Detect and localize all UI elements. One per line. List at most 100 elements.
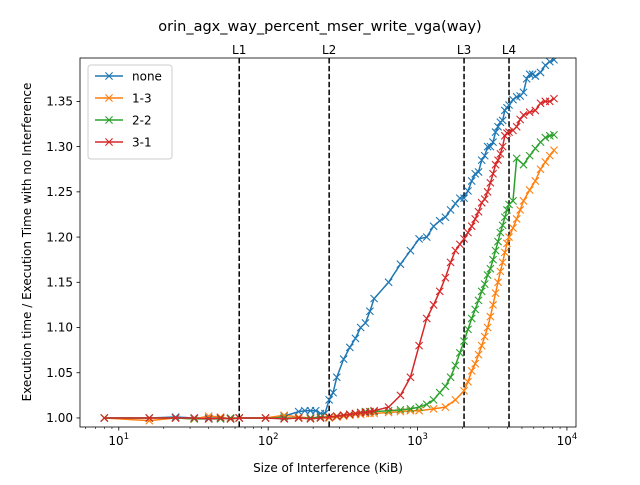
data-point-2-2 (512, 154, 521, 163)
data-point-1-3 (545, 151, 554, 160)
data-point-3-1 (415, 341, 424, 350)
data-point-3-1 (480, 195, 489, 204)
data-point-none (361, 319, 370, 327)
data-point-none (300, 406, 309, 415)
data-point-2-2 (306, 413, 315, 422)
data-point-2-2 (500, 213, 509, 222)
data-point-2-2 (471, 305, 480, 314)
data-point-3-1 (512, 122, 521, 131)
data-point-1-3 (332, 413, 341, 422)
data-point-2-2 (429, 395, 438, 404)
data-point-3-1 (460, 234, 469, 243)
data-point-1-3 (502, 239, 511, 248)
data-point-none (370, 294, 379, 303)
data-point-3-1 (325, 413, 334, 422)
data-point-2-2 (541, 133, 550, 142)
data-point-2-2 (477, 287, 486, 296)
data-point-2-2 (519, 160, 528, 169)
data-point-1-3 (508, 224, 517, 233)
data-point-2-2 (508, 196, 517, 205)
reference-line-label-l3: L3 (457, 43, 471, 57)
x-tick-label-exponent: 1 (124, 432, 129, 442)
x-tick-label: 103 (407, 432, 428, 448)
data-point-3-1 (216, 413, 225, 422)
data-point-none (441, 213, 450, 222)
data-point-1-3 (491, 289, 500, 298)
data-point-none (519, 88, 528, 97)
reference-line-label-l4: L4 (502, 43, 516, 57)
data-point-none (522, 74, 531, 83)
data-point-3-1 (519, 110, 528, 119)
data-point-3-1 (498, 142, 507, 151)
data-point-2-2 (190, 414, 199, 423)
data-point-1-3 (451, 395, 460, 404)
data-point-2-2 (474, 296, 483, 305)
data-point-none (171, 413, 180, 422)
data-point-none (550, 58, 558, 64)
data-point-3-1 (531, 106, 540, 115)
data-point-3-1 (332, 412, 341, 421)
data-point-none (477, 156, 486, 165)
data-point-2-2 (451, 361, 460, 370)
y-tick-label: 1.20 (46, 230, 73, 244)
data-point-2-2 (446, 373, 455, 382)
x-tick-label-exponent: 4 (572, 432, 577, 442)
y-tick-label: 1.15 (46, 275, 73, 289)
data-point-3-1 (483, 187, 492, 196)
data-point-1-3 (429, 404, 438, 413)
data-point-1-3 (325, 413, 334, 422)
x-tick-label: 101 (108, 432, 129, 448)
data-point-none (435, 216, 444, 225)
data-point-3-1 (261, 413, 270, 422)
data-point-1-3 (483, 323, 492, 332)
data-point-1-3 (541, 158, 550, 166)
y-axis-ticks: 1.00 1.05 1.10 1.15 1.20 1.25 1.30 1.35 (46, 95, 80, 425)
legend-entry-2-2: 2-2 (95, 113, 152, 127)
data-point-3-1 (396, 391, 405, 400)
data-point-1-3 (525, 186, 534, 195)
data-point-3-1 (502, 129, 511, 138)
data-point-none (345, 343, 354, 352)
data-point-none (384, 278, 393, 287)
data-point-none (474, 167, 483, 176)
reference-line-label-l2: L2 (322, 43, 336, 57)
chart-title: orin_agx_way_percent_mser_write_vga(way) (158, 19, 481, 35)
y-tick-label: 1.30 (46, 140, 73, 154)
data-point-3-1 (100, 413, 109, 422)
data-point-1-3 (474, 350, 483, 359)
data-point-3-1 (145, 413, 154, 422)
data-point-1-3 (550, 146, 558, 155)
data-point-3-1 (226, 414, 235, 423)
data-point-none (339, 355, 348, 364)
data-point-2-2 (531, 144, 540, 153)
data-point-2-2 (406, 404, 415, 413)
data-point-2-2 (496, 228, 505, 237)
legend-entry-3-1: 3-1 (95, 135, 152, 149)
data-point-3-1 (294, 413, 303, 422)
legend: none 1-3 2-2 3-1 (87, 64, 173, 160)
data-point-3-1 (494, 156, 502, 165)
x-axis-ticks: 101 102 103 104 (108, 427, 577, 448)
data-point-3-1 (441, 273, 450, 282)
x-tick-label: 104 (557, 432, 578, 448)
data-point-1-3 (489, 300, 497, 309)
data-point-2-2 (483, 271, 492, 280)
x-tick-label-base: 10 (407, 434, 422, 448)
data-point-none (311, 406, 320, 415)
data-point-1-3 (500, 248, 509, 257)
data-point-3-1 (474, 207, 483, 216)
data-point-none (536, 68, 545, 77)
data-point-1-3 (486, 312, 495, 321)
data-point-none (498, 116, 507, 125)
x-tick-label-exponent: 3 (422, 432, 427, 442)
data-point-3-1 (316, 413, 325, 422)
data-point-3-1 (489, 169, 497, 178)
reference-line-label-l1: L1 (232, 43, 246, 57)
data-point-3-1 (455, 240, 464, 249)
data-point-2-2 (525, 151, 534, 160)
legend-entry-1-3: 1-3 (95, 91, 152, 105)
data-point-2-2 (550, 130, 558, 139)
x-tick-label-exponent: 2 (273, 432, 278, 442)
